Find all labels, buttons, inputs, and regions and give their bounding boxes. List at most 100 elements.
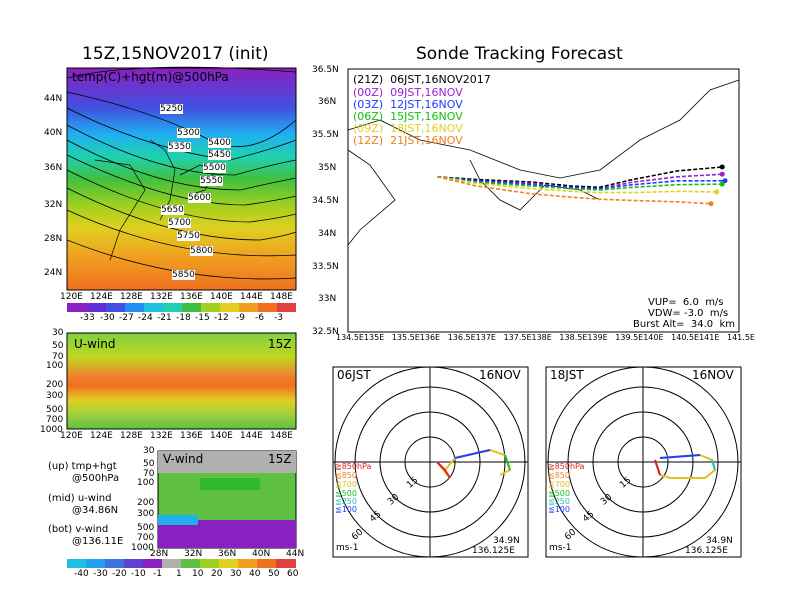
hodo2-level: ≦700	[548, 480, 570, 489]
track-endpoint	[714, 189, 720, 195]
vwind-ptick: 300	[137, 509, 155, 519]
lat-tick: 24N	[44, 268, 63, 278]
wind-cb-tick: 60	[287, 569, 299, 579]
contour-label: 5800	[190, 246, 213, 256]
uwind-ptick: 1000	[40, 425, 63, 435]
lon-tick: 148E	[270, 292, 293, 302]
wind-cb-tick: -30	[93, 569, 108, 579]
lon-tick: 120E	[60, 431, 83, 441]
contour-label: 5600	[188, 193, 211, 203]
lon-tick: 148E	[270, 431, 293, 441]
param-vup: VUP= 6.0 m/s	[648, 297, 724, 308]
vwind-ptick: 70	[143, 469, 155, 479]
wind-cb-tick: -10	[131, 569, 146, 579]
param-vdw: VDW= -3.0 m/s	[648, 308, 729, 319]
vwind-lat-tick: 40N	[252, 549, 271, 559]
vwind-lat-tick: 36N	[218, 549, 237, 559]
vwind-ptick: 1000	[131, 543, 154, 553]
track-lon-tick: 136E	[419, 333, 441, 342]
temp-cb-tick: -33	[80, 313, 95, 323]
temp-colorbar	[67, 303, 296, 312]
lon-tick: 124E	[90, 292, 113, 302]
legend-mid-1: (mid) u-wind	[48, 493, 112, 504]
temp-cb-tick: -30	[100, 313, 115, 323]
hodo1-lon: 136.125E	[472, 546, 515, 556]
contour-label: 5450	[208, 150, 231, 160]
uwind-ptick: 50	[52, 341, 64, 351]
track-lon-tick: 135.5E	[391, 333, 420, 342]
track-lon-tick: 138.5E	[559, 333, 588, 342]
run-label: (12Z) 21JST,16NOV	[353, 134, 463, 147]
legend-up-2: @500hPa	[72, 473, 120, 484]
legend-up-1: (up) tmp+hgt	[48, 461, 117, 472]
temp-cb-tick: -12	[214, 313, 229, 323]
lon-tick: 144E	[240, 431, 263, 441]
vwind-ptick: 50	[143, 459, 155, 469]
vwind-label: V-wind	[163, 452, 204, 466]
track-series	[437, 176, 717, 194]
track-lat-tick: 33.5N	[312, 262, 339, 272]
hodo2-time: 18JST	[550, 368, 584, 382]
lon-tick: 124E	[90, 431, 113, 441]
contour-label: 5300	[177, 128, 200, 138]
wind-cb-tick: 20	[211, 569, 223, 579]
hodo2-level: ≦100	[548, 505, 570, 514]
temp-cb-tick: -15	[195, 313, 210, 323]
hodo2-level: ≧850hPa	[548, 462, 585, 471]
track-endpoint	[719, 171, 725, 177]
hodo2-level: ≦250	[548, 497, 570, 506]
lon-tick: 140E	[210, 431, 233, 441]
temp-cb-tick: -6	[255, 313, 264, 323]
track-endpoint	[719, 181, 725, 187]
track-lon-tick: 137.5E	[503, 333, 532, 342]
track-lon-tick: 139E	[587, 333, 608, 342]
contour-label: 5750	[177, 231, 200, 241]
lon-tick: 140E	[210, 292, 233, 302]
track-title: Sonde Tracking Forecast	[416, 44, 623, 64]
lat-tick: 44N	[44, 94, 63, 104]
track-lat-tick: 33N	[318, 294, 337, 304]
uwind-ptick: 30	[52, 328, 64, 338]
run-label: (03Z) 12JST,16NOV	[353, 98, 463, 111]
contour-label: 5650	[161, 205, 184, 215]
run-label: (00Z) 09JST,16NOV	[353, 86, 463, 99]
temp-map	[66, 66, 297, 291]
hodograph-2	[545, 366, 742, 558]
vwind-lat-tick: 32N	[184, 549, 203, 559]
track-lon-tick: 138E	[531, 333, 552, 342]
left-title: 15Z,15NOV2017 (init)	[82, 44, 269, 64]
lon-tick: 132E	[150, 292, 173, 302]
hodo1-level: ≦700	[335, 480, 357, 489]
hodo1-level: ≦250	[335, 497, 357, 506]
wind-cb-tick: 1	[176, 569, 182, 579]
hodo1-level: ≦100	[335, 505, 357, 514]
vwind-ptick: 30	[143, 446, 155, 456]
uwind-ptick: 200	[46, 380, 64, 390]
contour-label: 5550	[200, 176, 223, 186]
lon-tick: 128E	[120, 431, 143, 441]
wind-cb-tick: 50	[268, 569, 280, 579]
track-lat-tick: 36.5N	[312, 65, 339, 75]
track-endpoint	[708, 201, 714, 207]
vwind-ptick: 100	[137, 478, 155, 488]
uwind-ptick: 300	[46, 391, 64, 401]
track-lat-tick: 35N	[318, 163, 337, 173]
hodo2-level: ≦850	[548, 471, 570, 480]
track-lon-tick: 136.5E	[447, 333, 476, 342]
track-endpoint	[719, 164, 725, 170]
track-series	[437, 166, 723, 189]
track-lon-tick: 135E	[363, 333, 385, 342]
lat-tick: 36N	[44, 163, 63, 173]
wind-cb-tick: -20	[112, 569, 127, 579]
uwind-ptick: 100	[46, 361, 64, 371]
run-label: (09Z) 18JST,16NOV	[353, 122, 463, 135]
track-lon-tick: 141.5E	[727, 333, 755, 342]
track-endpoint	[722, 178, 728, 184]
param-burst: Burst Alt= 34.0 km	[633, 319, 736, 330]
hodograph-1	[332, 366, 529, 558]
temp-cb-tick: -9	[236, 313, 245, 323]
contour-label: 5850	[172, 270, 195, 280]
track-series	[437, 176, 723, 191]
hodo1-level: ≧850hPa	[335, 462, 372, 471]
